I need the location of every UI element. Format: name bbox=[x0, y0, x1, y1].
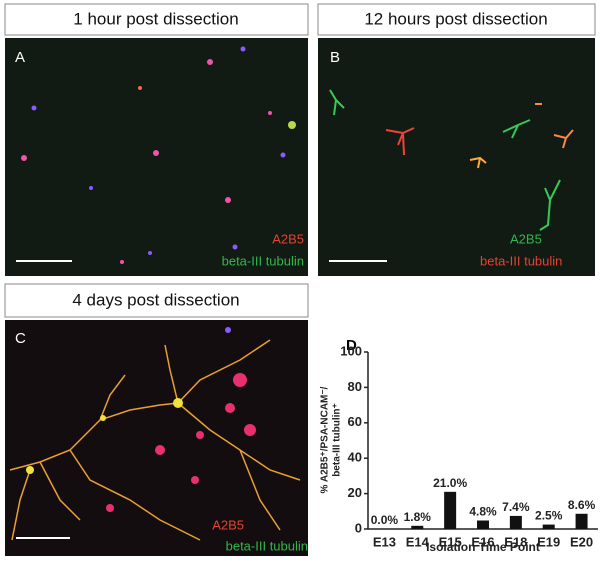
bar bbox=[444, 491, 457, 529]
micrograph bbox=[5, 38, 308, 276]
y-tick-label: 0 bbox=[355, 520, 362, 535]
micrograph bbox=[318, 38, 595, 276]
cells bbox=[329, 89, 574, 231]
legend-text: beta-III tubulin bbox=[226, 538, 308, 553]
title-box bbox=[4, 283, 309, 318]
legend-text: A2B5 bbox=[510, 231, 542, 246]
y-tick-label: 20 bbox=[348, 485, 362, 500]
micrograph bbox=[5, 320, 308, 556]
value-label: 7.4% bbox=[502, 500, 530, 514]
title-box bbox=[317, 3, 596, 36]
value-label: 0.0% bbox=[371, 513, 399, 527]
value-label: 8.6% bbox=[568, 498, 596, 512]
bar bbox=[411, 525, 424, 529]
y-tick-label: 100 bbox=[340, 343, 362, 358]
legend-text: A2B5 bbox=[212, 517, 244, 532]
bar bbox=[575, 513, 588, 529]
x-tick-label: E15 bbox=[439, 534, 462, 549]
x-tick-label: E13 bbox=[373, 534, 396, 549]
x-tick-label: E19 bbox=[537, 534, 560, 549]
legend-text: beta-III tubulin bbox=[480, 253, 562, 268]
cells bbox=[21, 46, 296, 264]
bar bbox=[509, 515, 522, 529]
panel-label: C bbox=[15, 330, 26, 347]
y-axis-label: beta-III tubulin⁺ bbox=[332, 403, 343, 477]
x-tick-label: E14 bbox=[406, 534, 430, 549]
value-label: 21.0% bbox=[433, 476, 467, 490]
panel-title: 12 hours post dissection bbox=[364, 9, 547, 28]
y-tick-label: 40 bbox=[348, 450, 362, 465]
y-tick-label: 80 bbox=[348, 379, 362, 394]
neurons bbox=[9, 339, 301, 541]
x-tick-label: E20 bbox=[570, 534, 593, 549]
x-axis-label: Isolation Time Point bbox=[426, 540, 540, 554]
value-label: 4.8% bbox=[469, 505, 497, 519]
panel-title: 4 days post dissection bbox=[72, 290, 239, 309]
panel-label: A bbox=[15, 49, 25, 66]
bar-chart: D % A2B5⁺/PSA-NCAM⁻/ beta-III tubulin⁺ I… bbox=[320, 337, 598, 554]
legend-text: A2B5 bbox=[272, 231, 304, 246]
title-box bbox=[4, 3, 309, 36]
cell-bodies bbox=[26, 327, 256, 512]
bar bbox=[477, 520, 489, 529]
x-tick-label: E16 bbox=[471, 534, 494, 549]
legend-text: beta-III tubulin bbox=[222, 253, 304, 268]
bar bbox=[542, 524, 555, 529]
panel-label: B bbox=[330, 49, 340, 66]
panel-label: D bbox=[346, 337, 357, 354]
y-axis-label: % A2B5⁺/PSA-NCAM⁻/ bbox=[320, 386, 331, 493]
y-tick-label: 60 bbox=[348, 414, 362, 429]
x-tick-label: E18 bbox=[504, 534, 527, 549]
value-label: 1.8% bbox=[404, 510, 432, 524]
value-label: 2.5% bbox=[535, 509, 563, 523]
panel-title: 1 hour post dissection bbox=[73, 9, 238, 28]
